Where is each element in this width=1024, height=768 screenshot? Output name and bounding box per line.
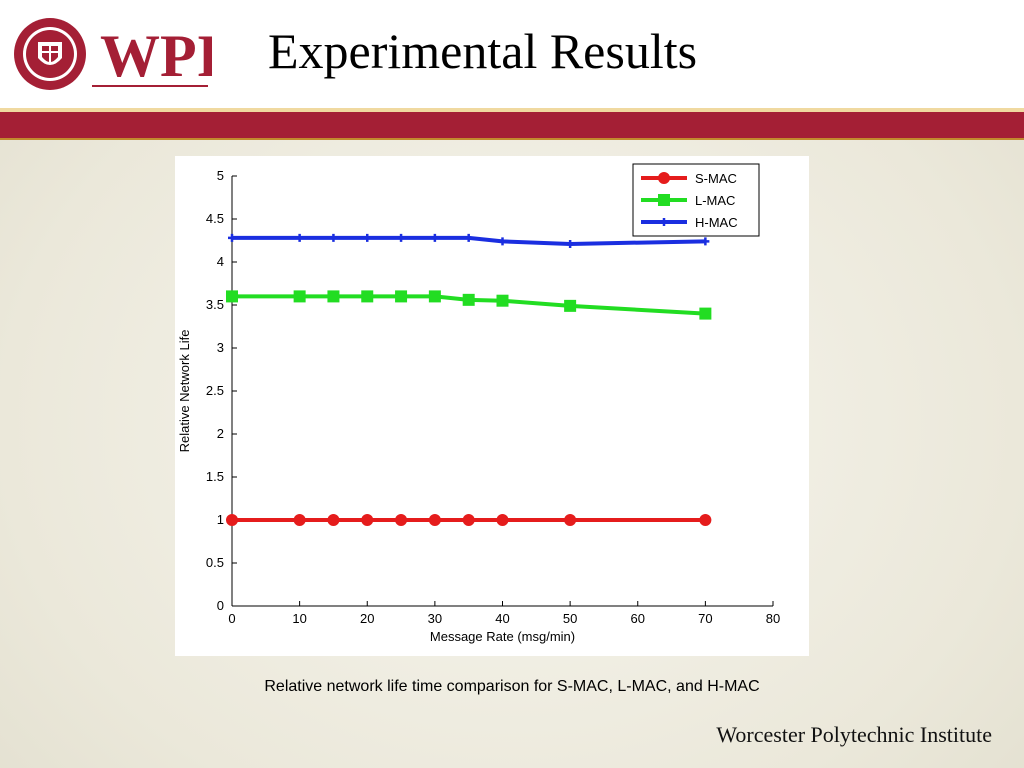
point-s-mac xyxy=(395,514,408,526)
point-h-mac xyxy=(566,239,575,248)
y-tick-label: 2.5 xyxy=(206,383,224,398)
point-h-mac xyxy=(701,237,710,246)
x-tick-label: 50 xyxy=(563,611,577,626)
y-tick-label: 3.5 xyxy=(206,297,224,312)
point-h-mac xyxy=(498,237,507,246)
caption-text: Relative network life time comparison fo… xyxy=(264,678,760,695)
series-line-l-mac xyxy=(232,294,706,316)
point-l-mac xyxy=(462,293,475,306)
chart-caption: Relative network life time comparison fo… xyxy=(0,678,1024,696)
header-band-underline xyxy=(0,138,1024,140)
chart-area: 0 0.5 1 1.5 2 2.5 3 3.5 4 4.5 5 0 10 20 30 40 50 60 70 80 Me… xyxy=(175,156,809,656)
y-tick-label: 3 xyxy=(217,340,224,355)
point-l-mac xyxy=(293,290,306,303)
point-s-mac xyxy=(293,514,306,526)
y-tick-label: 2 xyxy=(217,426,224,441)
header-band-accent xyxy=(0,108,1024,112)
y-tick-label: 4.5 xyxy=(206,211,224,226)
legend-label-h-mac: H-MAC xyxy=(695,215,738,230)
x-tick-label: 30 xyxy=(428,611,442,626)
x-tick-label: 20 xyxy=(360,611,374,626)
point-h-mac xyxy=(295,233,304,242)
y-tick-label: 1 xyxy=(217,512,224,527)
point-h-mac xyxy=(329,233,338,242)
x-tick-label: 60 xyxy=(631,611,645,626)
point-s-mac xyxy=(428,514,441,526)
y-axis-title: Relative Network Life xyxy=(177,330,192,453)
point-h-mac xyxy=(397,233,406,242)
point-l-mac xyxy=(395,290,408,303)
point-h-mac xyxy=(464,233,473,242)
point-l-mac xyxy=(699,307,712,320)
point-l-mac xyxy=(564,299,577,312)
wpi-logo: WPI xyxy=(14,18,212,90)
point-s-mac xyxy=(699,514,712,526)
point-h-mac xyxy=(228,233,236,242)
legend-label-s-mac: S-MAC xyxy=(695,171,737,186)
legend-marker-h-mac xyxy=(660,218,668,226)
header-band xyxy=(0,112,1024,138)
legend-marker-l-mac xyxy=(658,194,670,206)
point-s-mac xyxy=(226,514,238,526)
x-axis-title: Message Rate (msg/min) xyxy=(430,629,575,644)
slide-header: WPI Experimental Results xyxy=(0,0,1024,108)
point-l-mac xyxy=(226,290,238,303)
line-chart: 00.511.522.533.544.550 10 20 30 40 50 60 70 80Me… xyxy=(177,163,780,644)
point-l-mac xyxy=(361,290,374,303)
point-s-mac xyxy=(361,514,374,526)
y-tick-label: 5 xyxy=(217,168,224,183)
point-h-mac xyxy=(430,233,439,242)
page-title: Experimental Results xyxy=(268,23,698,79)
series-line-h-mac xyxy=(232,235,706,246)
y-tick-label: 0.5 xyxy=(206,555,224,570)
x-tick-label: 0 xyxy=(228,611,235,626)
y-tick-label: 1.5 xyxy=(206,469,224,484)
x-tick-label: 40 xyxy=(495,611,509,626)
point-h-mac xyxy=(363,233,372,242)
point-s-mac xyxy=(564,514,577,526)
y-tick-label: 0 xyxy=(217,598,224,613)
point-s-mac xyxy=(462,514,475,526)
logo-wordmark: WPI xyxy=(100,23,212,89)
x-tick-label: 80 xyxy=(766,611,780,626)
legend-label-l-mac: L-MAC xyxy=(695,193,735,208)
y-tick-label: 4 xyxy=(217,254,224,269)
legend-marker-s-mac xyxy=(658,172,670,184)
point-l-mac xyxy=(428,290,441,303)
footer-institution: Worcester Polytechnic Institute xyxy=(716,722,992,747)
point-s-mac xyxy=(327,514,340,526)
x-tick-label: 10 xyxy=(292,611,306,626)
point-l-mac xyxy=(496,294,509,307)
x-tick-label: 70 xyxy=(698,611,712,626)
point-s-mac xyxy=(496,514,509,526)
point-l-mac xyxy=(327,290,340,303)
